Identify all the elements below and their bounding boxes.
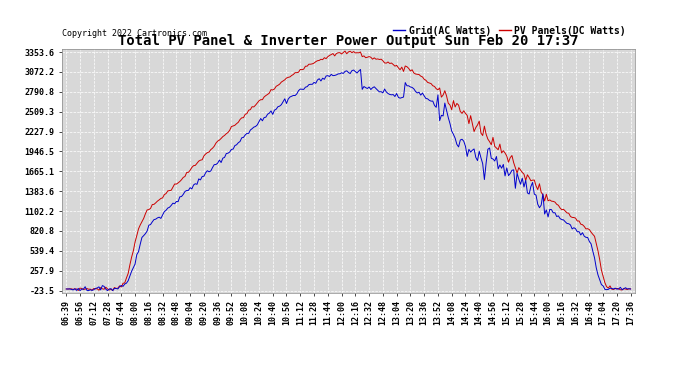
- Title: Total PV Panel & Inverter Power Output Sun Feb 20 17:37: Total PV Panel & Inverter Power Output S…: [118, 34, 579, 48]
- Legend: Grid(AC Watts), PV Panels(DC Watts): Grid(AC Watts), PV Panels(DC Watts): [389, 22, 630, 40]
- Text: Copyright 2022 Cartronics.com: Copyright 2022 Cartronics.com: [62, 29, 207, 38]
